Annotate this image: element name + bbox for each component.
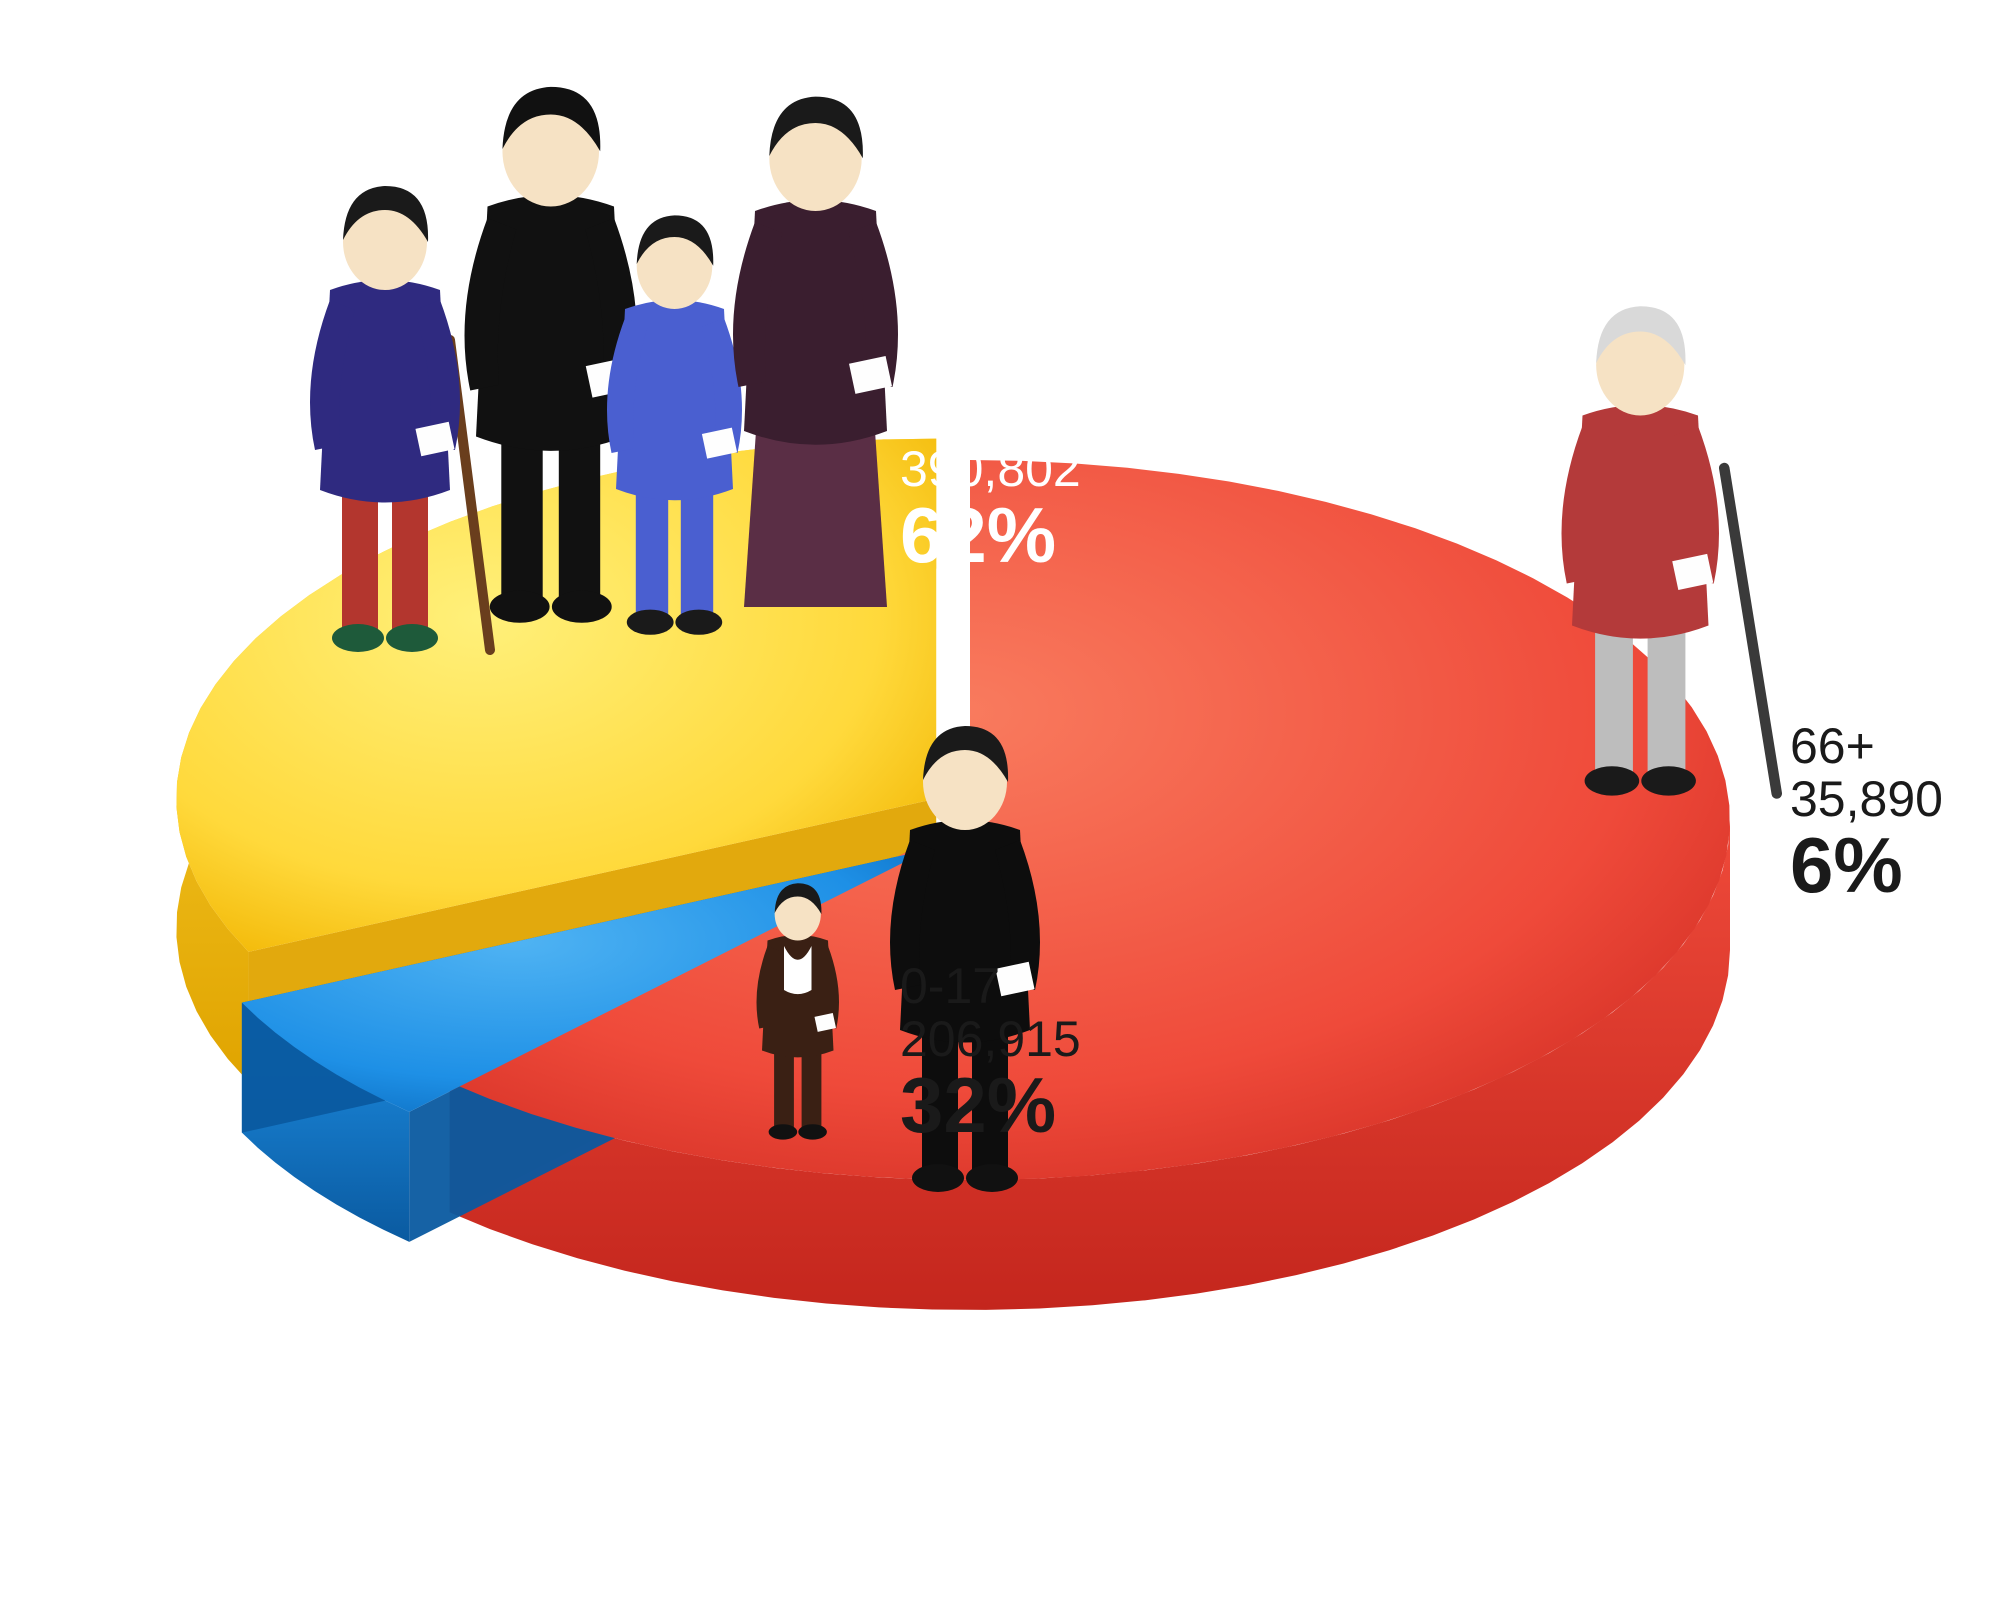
label-age-seniors: 66+ (1790, 720, 1943, 773)
label-count-seniors: 35,890 (1790, 773, 1943, 826)
label-count-children: 206,915 (900, 1013, 1081, 1066)
label-age-children: 0-17 (900, 960, 1081, 1013)
slice-label-seniors: 66+ 35,890 6% (1790, 720, 1943, 907)
label-percent-adults: 62% (900, 495, 1081, 577)
pie-chart-3d: 18-65 390,802 62% 66+ 35,890 6% 0-17 206… (0, 0, 2000, 1600)
label-count-adults: 390,802 (900, 443, 1081, 496)
label-age-adults: 18-65 (900, 390, 1081, 443)
pie-svg (0, 0, 2000, 1600)
adult-figure-3 (733, 97, 898, 607)
label-percent-children: 32% (900, 1065, 1081, 1147)
label-percent-seniors: 6% (1790, 825, 1943, 907)
slice-label-children: 0-17 206,915 32% (900, 960, 1081, 1147)
slice-label-adults: 18-65 390,802 62% (900, 390, 1081, 577)
